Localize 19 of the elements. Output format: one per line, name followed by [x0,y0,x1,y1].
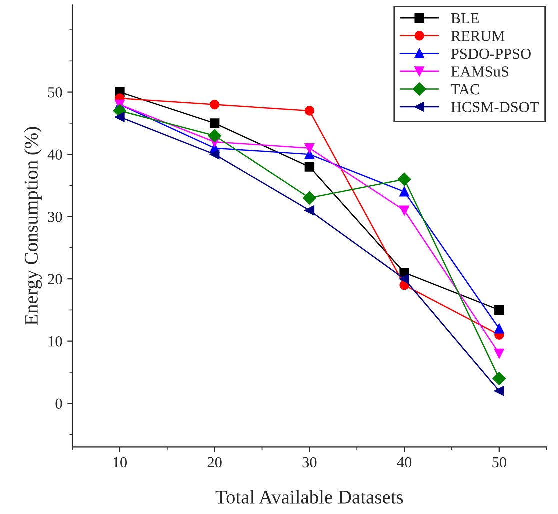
x-tick-label: 30 [302,457,317,468]
legend-label: EAMSuS [451,66,509,77]
legend-label: HCSM-DSOT [451,102,539,112]
legend-label: BLE [451,13,480,24]
x-tick-label: 50 [492,457,506,468]
legend-label: TAC [451,84,480,95]
y-tick-label: 0 [56,398,62,410]
y-tick-label: 40 [48,150,62,160]
y-tick-label: 30 [48,212,62,222]
y-axis-title: Energy Consumption (%) [24,127,42,326]
y-tick-label: 20 [48,274,62,285]
x-axis-title: Total Available Datasets [216,490,404,504]
x-tick-label: 20 [208,457,222,468]
x-tick-label: 40 [397,457,412,468]
x-tick-label: 10 [114,457,128,468]
y-tick-label: 10 [48,336,62,347]
legend-label: PSDO-PPSO [451,48,531,60]
y-tick-label: 50 [48,87,62,98]
legend-label: RERUM [451,31,505,42]
